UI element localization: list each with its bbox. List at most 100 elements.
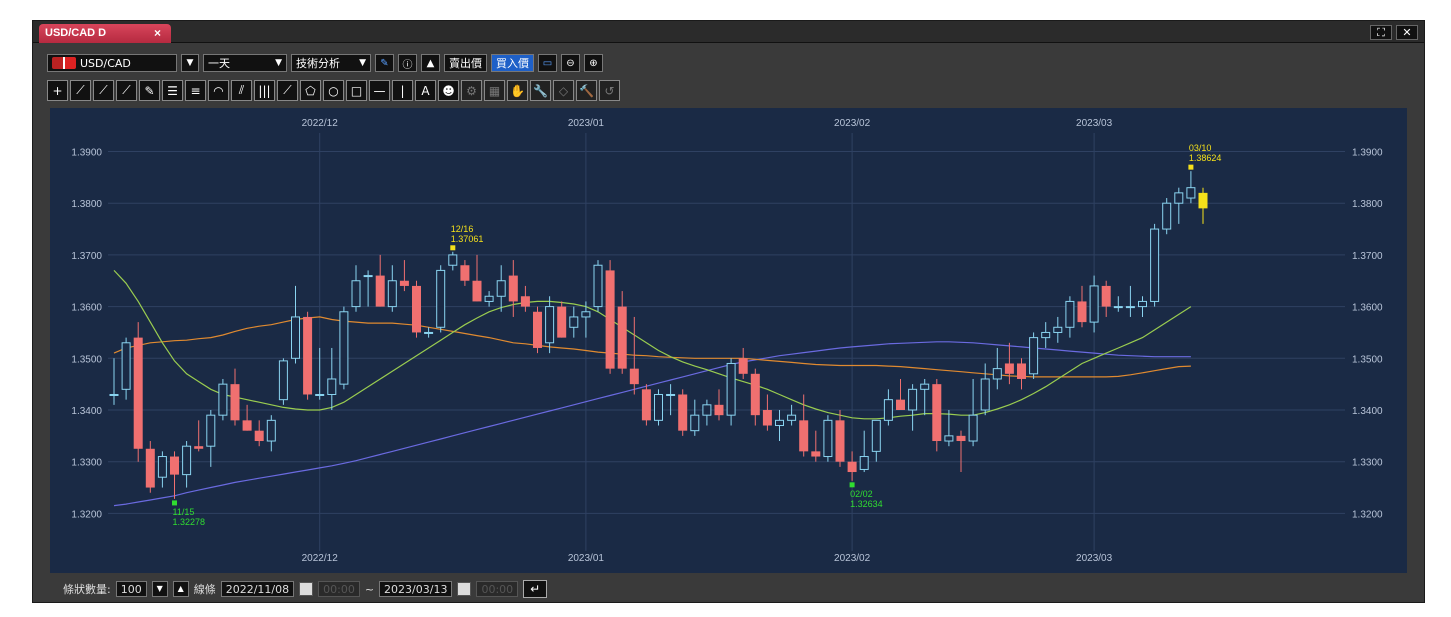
candle-body xyxy=(327,378,337,395)
symbol-selector[interactable]: USD/CAD xyxy=(47,54,177,72)
x-tick-label-top: 2023/02 xyxy=(834,118,871,129)
y-tick-label-left: 1.3500 xyxy=(71,354,102,365)
candle-body xyxy=(799,420,809,452)
tool-extended-line-icon[interactable]: ⟋ xyxy=(116,80,137,101)
annotation-marker xyxy=(172,500,177,506)
tool-vertical-line-icon[interactable]: | xyxy=(392,80,413,101)
candle-body xyxy=(412,285,421,333)
y-tick-label-right: 1.3800 xyxy=(1352,199,1383,210)
buy-price-button[interactable]: 買入價 xyxy=(491,54,534,72)
candle-body xyxy=(1125,306,1135,309)
tool-ruler-icon[interactable]: ✎ xyxy=(139,80,160,101)
candle-body xyxy=(399,280,409,286)
chart-settings-icon[interactable]: ▭ xyxy=(538,54,557,72)
y-tick-label-right: 1.3700 xyxy=(1352,251,1383,262)
candle-body xyxy=(145,448,155,488)
tab-close-icon[interactable]: × xyxy=(153,26,161,40)
annotation-date: 03/10 xyxy=(1189,143,1212,153)
zoom-in-icon[interactable]: ⊕ xyxy=(584,54,603,72)
candle-body xyxy=(545,306,555,344)
candle-body xyxy=(315,393,325,396)
sell-price-button[interactable]: 賣出價 xyxy=(444,54,487,72)
increment-icon[interactable]: ▲ xyxy=(172,581,189,597)
tool-channel-icon[interactable]: ≡ xyxy=(185,80,206,101)
tool-horizontal-line-icon[interactable]: — xyxy=(369,80,390,101)
annotation-marker xyxy=(849,482,855,488)
candle-body xyxy=(678,394,688,431)
candle-body xyxy=(1113,306,1123,309)
candle-body xyxy=(787,414,797,421)
bar-count-input[interactable]: 100 xyxy=(115,581,147,597)
candle-body xyxy=(109,393,119,396)
tool-trendline-icon[interactable]: ⟋ xyxy=(70,80,91,101)
tool-icon-icon[interactable]: ☻ xyxy=(438,80,459,101)
tool-wrench-icon[interactable]: 🔧 xyxy=(530,80,551,101)
chart-tab[interactable]: USD/CAD D × xyxy=(39,24,171,43)
x-tick-label-bottom: 2022/12 xyxy=(302,553,339,564)
candle-body xyxy=(339,311,349,385)
candle-body xyxy=(182,445,192,476)
info-icon[interactable]: ⓘ xyxy=(398,54,417,72)
return-icon[interactable]: ↵ xyxy=(523,580,548,598)
tool-circle-icon[interactable]: ○ xyxy=(323,80,344,101)
candle-body xyxy=(980,378,990,411)
candlestick-chart[interactable]: 1.3900 1.3900 1.3800 1.3800 1.3700 1.3700 1.36… xyxy=(50,108,1407,573)
annotation-date: 12/16 xyxy=(451,224,474,234)
flag-icon xyxy=(52,57,76,69)
tool-settings-icon[interactable]: ⚙ xyxy=(461,80,482,101)
tool-vertical-lines-icon[interactable]: ||| xyxy=(254,80,275,101)
maximize-button[interactable]: ⛶ xyxy=(1370,25,1392,40)
x-tick-label-top: 2023/01 xyxy=(568,118,605,129)
close-window-button[interactable]: ✕ xyxy=(1396,25,1418,40)
candle-body xyxy=(520,296,530,307)
bottom-bar: 條狀數量: 100 ▼ ▲ 線條 2022/11/08 00:00 ~ 2023… xyxy=(63,579,548,599)
candle-body xyxy=(932,384,942,442)
decrement-icon[interactable]: ▼ xyxy=(151,581,168,597)
tool-pitchfork-icon[interactable]: ⟋ xyxy=(277,80,298,101)
start-date-field[interactable]: 2022/11/08 xyxy=(220,581,295,597)
ma-short-line xyxy=(113,269,1192,420)
zoom-out-icon[interactable]: ⊖ xyxy=(561,54,580,72)
candle-body xyxy=(1041,331,1051,339)
calendar-icon[interactable] xyxy=(457,582,472,596)
tool-ray-icon[interactable]: ⟋ xyxy=(93,80,114,101)
candle-body xyxy=(448,254,458,266)
tool-rectangle-icon[interactable]: □ xyxy=(346,80,367,101)
y-tick-label-right: 1.3500 xyxy=(1352,354,1383,365)
candle-body xyxy=(581,311,591,318)
candle-body xyxy=(1017,363,1026,379)
x-tick-label-bottom: 2023/01 xyxy=(568,553,605,564)
tool-undo-icon[interactable]: ↺ xyxy=(599,80,620,101)
candle-body xyxy=(1101,285,1111,307)
tool-crosshair-icon[interactable]: + xyxy=(47,80,68,101)
symbol-dropdown-icon[interactable]: ▼ xyxy=(181,54,199,72)
range-tilde: ~ xyxy=(364,582,375,596)
y-tick-label-right: 1.3400 xyxy=(1352,406,1383,417)
chart-area[interactable]: 1.3900 1.3900 1.3800 1.3800 1.3700 1.3700 1.36… xyxy=(50,108,1407,573)
tool-text-icon[interactable]: A xyxy=(415,80,436,101)
candle-body xyxy=(533,311,542,348)
tool-arc-icon[interactable]: ◠ xyxy=(208,80,229,101)
candle-body xyxy=(750,373,760,416)
candle-body xyxy=(714,404,724,416)
candle-body xyxy=(1053,326,1063,333)
y-tick-label-left: 1.3300 xyxy=(71,458,102,469)
calendar-icon[interactable] xyxy=(299,582,314,596)
tool-eraser-icon[interactable]: ◇ xyxy=(553,80,574,101)
tool-horizontal-lines-icon[interactable]: ☰ xyxy=(162,80,183,101)
candle-body xyxy=(291,316,300,359)
tool-polygon-icon[interactable]: ⬠ xyxy=(300,80,321,101)
y-tick-label-left: 1.3200 xyxy=(71,509,102,520)
candle-body xyxy=(859,456,869,470)
tool-hand-icon[interactable]: ✋ xyxy=(507,80,528,101)
mountain-chart-icon[interactable]: ▲ xyxy=(421,54,440,72)
candle-body xyxy=(1089,285,1099,323)
candle-body xyxy=(593,264,603,308)
tool-hammer-icon[interactable]: 🔨 xyxy=(576,80,597,101)
pen-icon[interactable]: ✎ xyxy=(375,54,394,72)
technical-analysis-selector[interactable]: 技術分析 ▼ xyxy=(291,54,371,72)
end-date-field[interactable]: 2023/03/13 xyxy=(379,581,453,597)
tool-fan-icon[interactable]: ⫽ xyxy=(231,80,252,101)
period-selector[interactable]: 一天 ▼ xyxy=(203,54,287,72)
tool-layers-icon[interactable]: ▦ xyxy=(484,80,505,101)
